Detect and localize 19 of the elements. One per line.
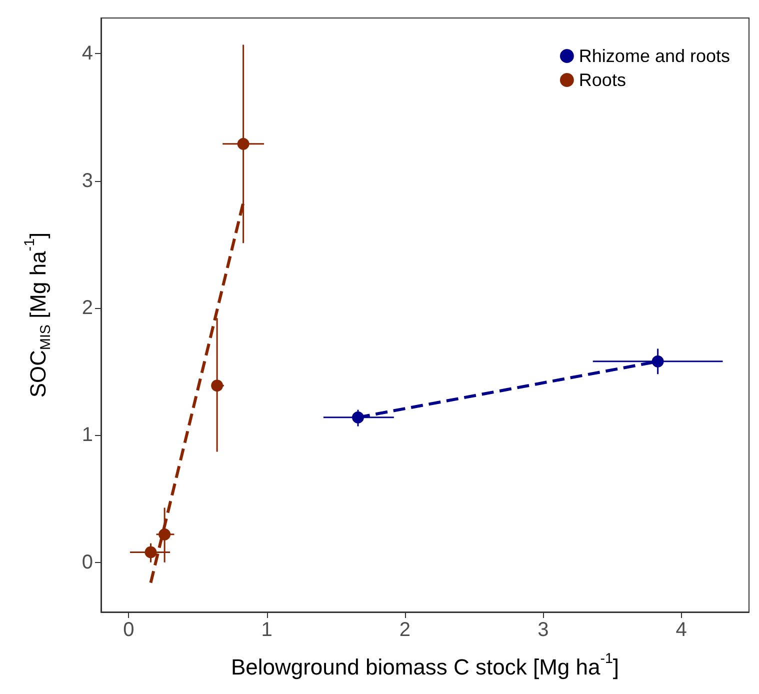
x-tick-label: 1 [261,619,272,641]
point [652,355,664,368]
point [144,546,157,558]
point [352,411,364,424]
point [237,138,250,150]
y-tick-label: 1 [82,424,93,446]
x-tick-label: 0 [123,619,134,641]
legend-label: Roots [578,70,626,90]
y-axis-title: SOCMIS [Mg ha-1] [22,232,54,398]
legend-label: Rhizome and roots [578,46,730,66]
x-tick-label: 2 [399,619,411,641]
y-tick-label: 4 [82,42,93,65]
x-tick-label: 4 [676,619,687,641]
y-tick-label: 0 [82,551,93,574]
point [211,380,224,392]
y-tick-label: 2 [82,297,93,320]
point [158,528,171,540]
y-tick-label: 3 [82,170,93,192]
x-tick-label: 3 [538,619,549,641]
